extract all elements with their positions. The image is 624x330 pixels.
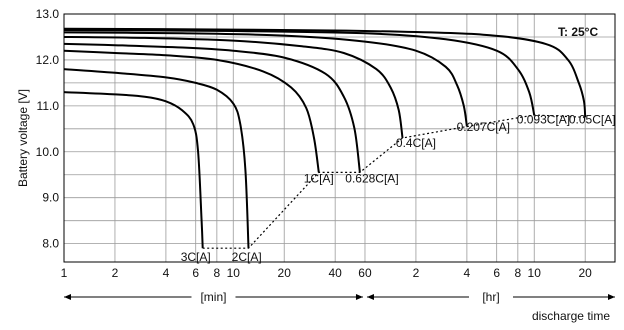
series-line-0.628C[A] [63,42,361,173]
series-label-0.4C[A]: 0.4C[A] [396,136,436,150]
plot-frame [63,13,616,263]
unit-arrowhead-1-end [608,294,615,300]
x-tick-label-8: 60 [358,266,372,280]
x-tick-label-1: 2 [112,266,119,280]
x-tick-label-11: 6 [493,266,500,280]
series-label-2C[A]: 2C[A] [232,250,262,264]
series-line-0.093C[A] [63,29,536,116]
series-label-1C[A]: 1C[A] [304,172,334,186]
y-axis-title: Battery voltage [V] [16,89,30,187]
series-line-1C[A] [63,49,320,173]
x-tick-label-5: 10 [227,266,241,280]
x-tick-label-4: 8 [214,266,221,280]
x-tick-label-3: 6 [192,266,199,280]
y-tick-label-9.0: 9.0 [42,191,59,205]
series-line-0.207C[A] [63,31,468,127]
x-tick-label-14: 20 [579,266,593,280]
x-tick-label-7: 40 [328,266,342,280]
x-tick-label-6: 20 [278,266,292,280]
series-label-0.093C[A]: 0.093C[A] [517,112,570,126]
y-tick-label-8.0: 8.0 [42,237,59,251]
x-tick-label-10: 4 [464,266,471,280]
unit-arrowhead-0-start [64,294,71,300]
x-axis-title: discharge time [532,309,610,323]
y-tick-label-11.0: 11.0 [37,99,60,113]
series-line-0.4C[A] [63,36,404,139]
series-line-3C[A] [63,91,204,249]
final-voltage-line [202,114,586,249]
x-tick-label-9: 2 [413,266,420,280]
unit-label-0: [min] [200,290,226,304]
x-tick-label-0: 1 [61,266,68,280]
series-label-0.207C[A]: 0.207C[A] [457,120,510,134]
series-line-2C[A] [63,68,250,249]
y-tick-label-13.0: 13.0 [36,7,60,21]
series-label-0.628C[A]: 0.628C[A] [345,172,398,186]
temperature-annotation: T: 25°C [558,25,598,39]
y-tick-label-12.0: 12.0 [36,53,60,67]
series-line-0.05C[A] [63,27,587,118]
series-label-0.05C[A]: 0.05C[A] [569,112,616,126]
unit-arrowhead-0-end [355,294,363,300]
series-label-3C[A]: 3C[A] [181,250,211,264]
unit-label-1: [hr] [482,290,499,304]
x-tick-label-2: 4 [163,266,170,280]
unit-arrowhead-1-start [366,294,374,300]
x-tick-label-13: 10 [528,266,542,280]
y-tick-label-10.0: 10.0 [36,145,60,159]
x-tick-label-12: 8 [514,266,521,280]
